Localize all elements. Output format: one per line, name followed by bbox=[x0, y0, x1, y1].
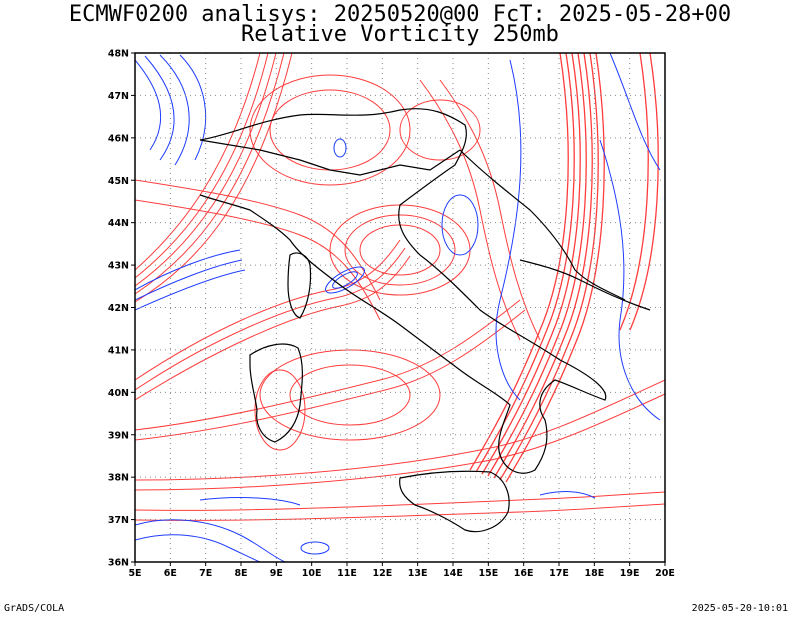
lat-tick-label: 44N bbox=[108, 218, 129, 229]
lon-tick-label: 18E bbox=[584, 568, 604, 579]
blue-contours bbox=[135, 53, 661, 562]
lat-tick-label: 45N bbox=[108, 176, 129, 187]
lon-tick-label: 19E bbox=[620, 568, 640, 579]
lon-tick-label: 8E bbox=[234, 568, 247, 579]
coastlines bbox=[199, 108, 651, 533]
lat-tick-label: 36N bbox=[108, 558, 129, 569]
red-contours-west-jet bbox=[135, 53, 665, 521]
lon-tick-label: 9E bbox=[270, 568, 283, 579]
contour-field bbox=[135, 53, 665, 562]
chart-title-line-2: Relative Vorticity 250mb bbox=[241, 22, 559, 47]
lat-tick-label: 43N bbox=[108, 261, 129, 272]
lat-tick-label: 46N bbox=[108, 133, 129, 144]
lat-tick-label: 40N bbox=[108, 388, 129, 399]
red-contours-east-jet bbox=[469, 53, 659, 483]
lon-tick-label: 10E bbox=[302, 568, 322, 579]
lon-tick-label: 5E bbox=[128, 568, 141, 579]
lat-tick-label: 41N bbox=[108, 345, 129, 356]
lat-tick-label: 42N bbox=[108, 303, 129, 314]
lat-tick-label: 47N bbox=[108, 91, 129, 102]
lon-tick-label: 20E bbox=[655, 568, 675, 579]
lon-tick-label: 17E bbox=[549, 568, 569, 579]
lat-tick-label: 39N bbox=[108, 430, 129, 441]
lon-tick-label: 12E bbox=[372, 568, 392, 579]
lon-tick-label: 7E bbox=[199, 568, 212, 579]
latitude-axis: 36N 37N 38N 39N 40N 41N 42N 43N 44N 45N 46N 47N 48N bbox=[108, 49, 135, 569]
footer-software-label: GrADS/COLA bbox=[4, 603, 65, 614]
lon-tick-label: 16E bbox=[514, 568, 534, 579]
lon-tick-label: 11E bbox=[337, 568, 357, 579]
lon-tick-label: 6E bbox=[164, 568, 177, 579]
lat-tick-label: 37N bbox=[108, 515, 129, 526]
lat-tick-label: 48N bbox=[108, 49, 129, 60]
lon-tick-label: 15E bbox=[478, 568, 498, 579]
lon-tick-label: 13E bbox=[408, 568, 428, 579]
lat-tick-label: 38N bbox=[108, 473, 129, 484]
chart-title-line-1: ECMWF0200 analisys: 20250520@00 FcT: 202… bbox=[68, 2, 732, 27]
longitude-axis: 5E 6E 7E 8E 9E 10E 11E 12E 13E 14E 15E 16E 17E 18E 19E… bbox=[128, 562, 675, 579]
footer-timestamp: 2025-05-20-10:01 bbox=[691, 603, 788, 614]
lon-tick-label: 14E bbox=[443, 568, 463, 579]
